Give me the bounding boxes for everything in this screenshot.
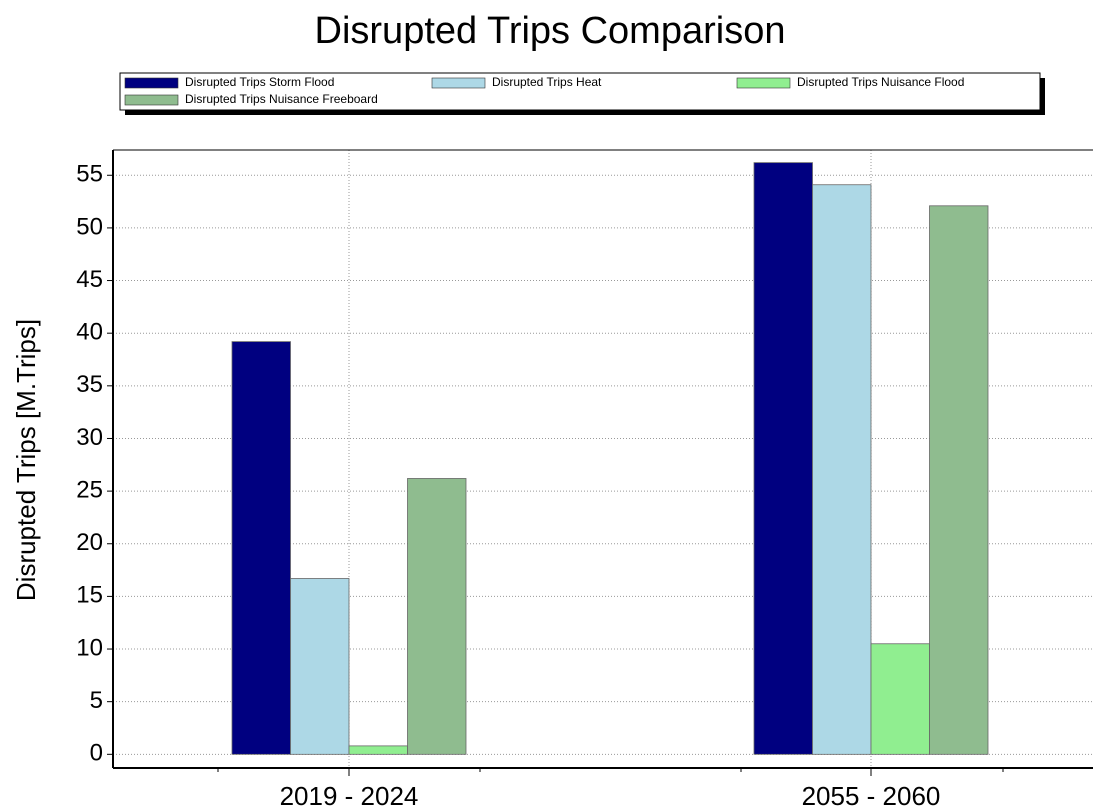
legend-swatch xyxy=(124,94,179,106)
y-tick-label: 30 xyxy=(76,424,103,451)
bar xyxy=(753,162,813,755)
x-tick-label: 2055 - 2060 xyxy=(802,781,941,810)
y-tick-label: 35 xyxy=(76,371,103,398)
y-tick-label: 0 xyxy=(90,740,103,767)
y-tick-label: 40 xyxy=(76,319,103,346)
legend-swatch xyxy=(431,77,486,89)
y-tick-label: 5 xyxy=(90,687,103,714)
legend-label: Disrupted Trips Nuisance Flood xyxy=(797,75,964,89)
y-axis-label: Disrupted Trips [M.Trips] xyxy=(11,319,41,601)
bar xyxy=(929,205,989,755)
bar xyxy=(348,745,408,755)
legend-label: Disrupted Trips Storm Flood xyxy=(185,75,334,89)
y-tick-label: 10 xyxy=(76,634,103,661)
y-tick-label: 20 xyxy=(76,529,103,556)
bar xyxy=(407,478,467,755)
bar xyxy=(870,643,930,755)
x-tick-label: 2019 - 2024 xyxy=(280,781,419,810)
legend xyxy=(119,72,1041,111)
legend-swatch xyxy=(124,77,179,89)
bar xyxy=(231,341,291,755)
chart-title: Disrupted Trips Comparison xyxy=(315,10,786,52)
y-tick-label: 50 xyxy=(76,213,103,240)
y-tick-label: 25 xyxy=(76,476,103,503)
y-tick-label: 55 xyxy=(76,161,103,188)
legend-label: Disrupted Trips Heat xyxy=(492,75,602,89)
y-tick-label: 15 xyxy=(76,582,103,609)
y-tick-label: 45 xyxy=(76,266,103,293)
bar xyxy=(812,184,872,755)
legend-swatch xyxy=(736,77,791,89)
legend-label: Disrupted Trips Nuisance Freeboard xyxy=(185,92,378,106)
bar xyxy=(290,578,350,755)
